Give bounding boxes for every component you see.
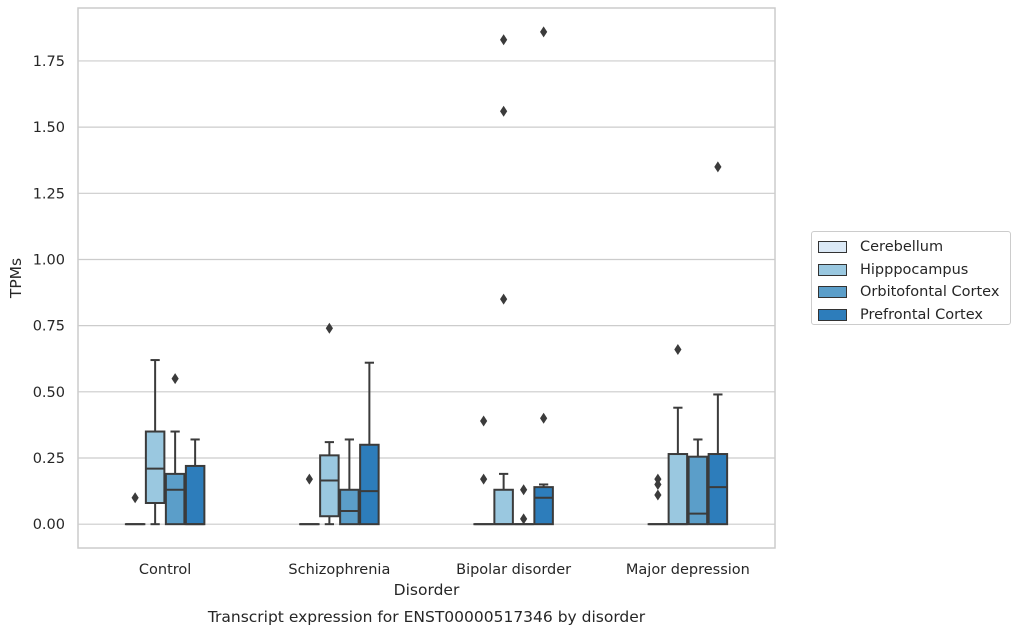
box-body bbox=[493, 488, 514, 526]
y-tick-label: 0.50 bbox=[33, 385, 65, 401]
plot-frame bbox=[77, 7, 776, 549]
x-tick-label: Major depression bbox=[626, 562, 750, 578]
legend-item-cerebellum: Cerebellum bbox=[818, 236, 1010, 259]
box-body bbox=[164, 472, 186, 526]
outlier-point bbox=[500, 293, 508, 305]
y-axis-label: TPMs bbox=[7, 258, 25, 299]
box-body bbox=[533, 486, 554, 526]
box-body bbox=[687, 455, 709, 526]
legend-item-hippocampus: Hipppocampus bbox=[818, 259, 1010, 282]
x-tick-label: Bipolar disorder bbox=[456, 562, 571, 578]
outlier-point bbox=[540, 412, 548, 424]
outlier-point bbox=[480, 415, 488, 427]
legend-label-orbitofrontal: Orbitofontal Cortex bbox=[860, 284, 1000, 301]
box-body bbox=[707, 453, 729, 526]
outlier-point bbox=[520, 484, 528, 496]
legend-label-cerebellum: Cerebellum bbox=[860, 239, 944, 256]
outlier-point bbox=[714, 161, 722, 173]
outlier-point bbox=[480, 473, 488, 485]
x-tick-label: Schizophrenia bbox=[288, 562, 390, 578]
chart-legend: Cerebellum Hipppocampus Orbitofontal Cor… bbox=[811, 231, 1011, 325]
outlier-point bbox=[540, 26, 548, 38]
outlier-point bbox=[674, 343, 682, 355]
legend-swatch-orbitofrontal bbox=[818, 286, 847, 299]
legend-item-prefrontal: Prefrontal Cortex bbox=[818, 304, 1010, 327]
outlier-point bbox=[654, 489, 662, 501]
outlier-point bbox=[500, 34, 508, 46]
y-tick-label: 0.00 bbox=[33, 517, 65, 533]
legend-swatch-hippocampus bbox=[818, 263, 847, 276]
y-tick-label: 1.50 bbox=[33, 120, 65, 136]
outlier-point bbox=[305, 473, 313, 485]
box-body bbox=[339, 488, 360, 526]
box-body bbox=[359, 443, 380, 526]
legend-label-prefrontal: Prefrontal Cortex bbox=[860, 306, 983, 323]
x-axis-label: Disorder bbox=[394, 581, 460, 599]
box-body bbox=[667, 453, 689, 526]
y-tick-label: 0.25 bbox=[33, 451, 65, 467]
outlier-point bbox=[171, 373, 179, 385]
legend-swatch-cerebellum bbox=[818, 241, 847, 254]
legend-item-orbitofrontal: Orbitofontal Cortex bbox=[818, 281, 1010, 304]
box-body bbox=[184, 464, 206, 526]
outlier-point bbox=[520, 513, 528, 525]
outlier-point bbox=[500, 105, 508, 117]
outlier-point bbox=[325, 322, 333, 334]
box-body bbox=[144, 430, 166, 505]
box-body bbox=[319, 454, 340, 518]
legend-label-hippocampus: Hipppocampus bbox=[860, 261, 969, 278]
chart-title: Transcript expression for ENST0000051734… bbox=[207, 608, 646, 626]
x-tick-label: Control bbox=[139, 562, 191, 578]
y-tick-label: 1.00 bbox=[33, 252, 65, 268]
outlier-point bbox=[654, 473, 662, 485]
y-tick-label: 1.25 bbox=[33, 186, 65, 202]
y-tick-label: 0.75 bbox=[33, 319, 65, 335]
y-tick-label: 1.75 bbox=[33, 54, 65, 70]
legend-swatch-prefrontal bbox=[818, 308, 847, 321]
outlier-point bbox=[131, 492, 139, 504]
